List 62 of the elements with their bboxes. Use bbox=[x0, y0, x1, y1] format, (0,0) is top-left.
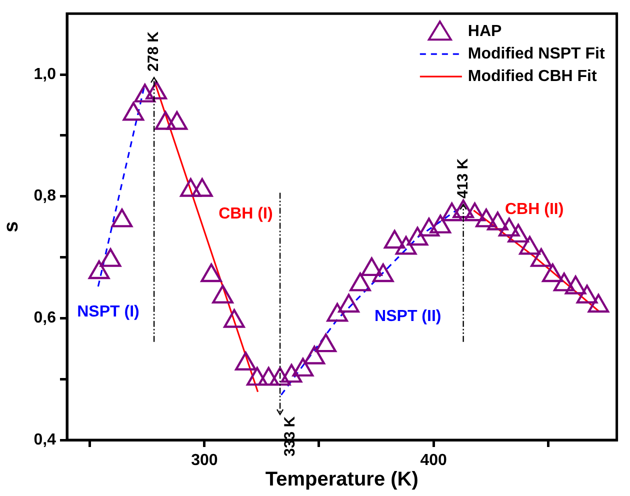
point bbox=[212, 284, 234, 304]
point bbox=[166, 111, 188, 130]
point bbox=[100, 248, 122, 267]
point bbox=[350, 272, 371, 292]
point bbox=[258, 366, 280, 386]
point bbox=[361, 257, 382, 276]
point bbox=[246, 366, 268, 386]
point bbox=[180, 178, 202, 197]
point bbox=[395, 236, 417, 255]
point bbox=[406, 226, 428, 246]
point bbox=[224, 309, 245, 328]
x-tick-label: 300 bbox=[191, 452, 218, 470]
point bbox=[384, 230, 406, 249]
annotation: NSPT (I) bbox=[77, 303, 140, 320]
point bbox=[498, 218, 520, 236]
point bbox=[304, 346, 326, 364]
point bbox=[542, 263, 564, 282]
legend-label: Modified NSPT Fit bbox=[468, 46, 606, 63]
point bbox=[200, 263, 222, 282]
point bbox=[452, 199, 474, 218]
point bbox=[111, 208, 133, 228]
ref-line-label: 278 K bbox=[145, 31, 162, 72]
x-tick-label: 400 bbox=[420, 452, 447, 470]
point bbox=[508, 224, 529, 243]
point bbox=[576, 284, 598, 304]
point bbox=[588, 294, 610, 313]
legend-label: HAP bbox=[468, 23, 502, 40]
y-tick-label: 0,6 bbox=[34, 310, 56, 327]
x-axis-title: Temperature (K) bbox=[265, 468, 418, 491]
point bbox=[292, 358, 314, 377]
point bbox=[530, 248, 552, 267]
y-axis-title: s bbox=[0, 221, 23, 232]
point bbox=[464, 202, 486, 222]
point bbox=[269, 366, 291, 386]
point bbox=[564, 276, 586, 294]
point bbox=[430, 214, 452, 234]
point bbox=[134, 84, 156, 102]
point bbox=[146, 80, 167, 100]
annotation: NSPT (II) bbox=[374, 308, 442, 325]
point bbox=[553, 272, 575, 292]
point bbox=[235, 352, 256, 370]
point bbox=[326, 303, 348, 322]
point bbox=[122, 102, 144, 121]
point bbox=[519, 236, 540, 255]
point bbox=[315, 333, 336, 352]
ref-line-label: 333 K bbox=[282, 416, 299, 456]
point bbox=[338, 294, 360, 313]
point bbox=[154, 111, 176, 130]
point bbox=[418, 218, 440, 236]
annotation: CBH (I) bbox=[218, 205, 273, 222]
point bbox=[280, 364, 302, 383]
y-tick-label: 1,0 bbox=[34, 66, 56, 83]
point bbox=[476, 208, 497, 228]
point bbox=[441, 202, 462, 222]
ref-line-label: 413 K bbox=[454, 158, 472, 198]
point bbox=[192, 178, 213, 197]
y-tick-label: 0,4 bbox=[34, 431, 56, 448]
annotation: CBH (II) bbox=[505, 201, 564, 218]
legend-label: Modified CBH Fit bbox=[468, 68, 598, 86]
point bbox=[372, 263, 394, 282]
point bbox=[88, 260, 110, 280]
y-tick-label: 0,8 bbox=[34, 188, 56, 205]
